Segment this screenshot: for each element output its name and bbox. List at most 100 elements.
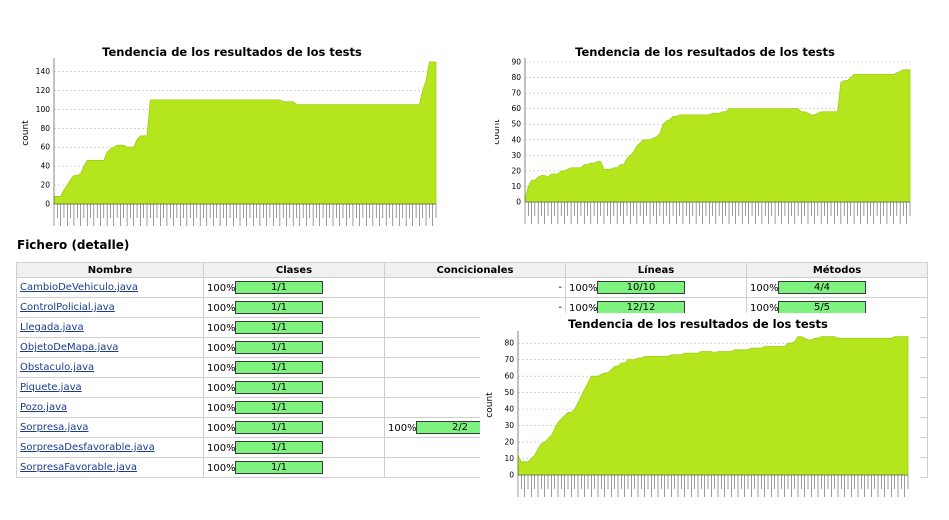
col-header-condicionales: Concicionales — [384, 262, 566, 278]
percent-label: 100% — [207, 322, 236, 334]
trend-chart-1-svg: Tendencia de los resultados de los tests… — [21, 45, 437, 226]
condicionales-cell: - — [384, 277, 566, 298]
coverage-bar: 1/1 — [235, 321, 323, 334]
lineas-cell: 100% 10/10 — [565, 277, 747, 298]
coverage-bar: 1/1 — [235, 341, 323, 354]
file-link[interactable]: CambioDeVehiculo.java — [20, 282, 138, 293]
coverage-bar: 1/1 — [235, 401, 323, 414]
file-name-cell: Piquete.java — [16, 377, 204, 398]
y-tick-label: 80 — [40, 124, 50, 133]
file-link[interactable]: ControlPolicial.java — [20, 302, 115, 313]
coverage-bar: 1/1 — [235, 461, 323, 474]
percent-label: 100% — [207, 362, 236, 374]
series-area — [517, 336, 909, 476]
y-axis-label: count — [21, 120, 31, 146]
y-tick-label: 20 — [504, 438, 514, 447]
percent-label: 100% — [207, 462, 236, 474]
coverage-bar: 1/1 — [235, 441, 323, 454]
file-name-cell: Llegada.java — [16, 317, 204, 338]
file-link[interactable]: ObjetoDeMapa.java — [20, 342, 119, 353]
file-link[interactable]: SorpresaFavorable.java — [20, 462, 137, 473]
section-heading: Fichero (detalle) — [17, 238, 130, 252]
file-name-cell: ControlPolicial.java — [16, 297, 204, 318]
y-tick-label: 70 — [504, 355, 514, 364]
percent-label: 100% — [750, 282, 779, 294]
percent-label: 100% — [388, 422, 417, 434]
file-name-cell: CambioDeVehiculo.java — [16, 277, 204, 298]
percent-label: 100% — [569, 302, 598, 314]
chart-title: Tendencia de los resultados de los tests — [568, 317, 828, 331]
clases-cell: 100% 1/1 — [203, 417, 385, 438]
clases-cell: 100% 1/1 — [203, 297, 385, 318]
col-header-nombre: Nombre — [16, 262, 204, 278]
y-tick-label: 0 — [516, 198, 521, 207]
coverage-bar: 1/1 — [235, 381, 323, 394]
percent-label: 100% — [750, 302, 779, 314]
y-tick-label: 80 — [504, 339, 514, 348]
y-tick-label: 30 — [504, 421, 514, 430]
file-link[interactable]: Pozo.java — [20, 402, 68, 413]
coverage-bar: 1/1 — [235, 301, 323, 314]
clases-cell: 100% 1/1 — [203, 377, 385, 398]
clases-cell: 100% 1/1 — [203, 437, 385, 458]
y-tick-label: 40 — [504, 405, 514, 414]
metodos-cell: 100% 4/4 — [746, 277, 928, 298]
y-tick-label: 20 — [511, 166, 521, 175]
y-tick-label: 120 — [36, 86, 51, 95]
trend-chart-2-svg: Tendencia de los resultados de los tests… — [495, 45, 911, 224]
col-header-lineas: Líneas — [565, 262, 747, 278]
y-tick-label: 80 — [511, 73, 521, 82]
file-link[interactable]: Llegada.java — [20, 322, 84, 333]
y-tick-label: 140 — [36, 67, 51, 76]
table-row: CambioDeVehiculo.java 100% 1/1-100% 10/10 10… — [16, 277, 928, 298]
clases-cell: 100% 1/1 — [203, 357, 385, 378]
y-tick-label: 70 — [511, 89, 521, 98]
clases-cell: 100% 1/1 — [203, 457, 385, 478]
file-link[interactable]: Sorpresa.java — [20, 422, 89, 433]
file-name-cell: Sorpresa.java — [16, 417, 204, 438]
file-name-cell: Pozo.java — [16, 397, 204, 418]
percent-label: 100% — [207, 302, 236, 314]
trend-chart-2: Tendencia de los resultados de los tests… — [495, 40, 920, 230]
y-axis-label: count — [485, 392, 495, 418]
y-tick-label: 40 — [511, 135, 521, 144]
clases-cell: 100% 1/1 — [203, 337, 385, 358]
percent-label: 100% — [207, 442, 236, 454]
trend-chart-3-svg: Tendencia de los resultados de los tests… — [485, 317, 909, 497]
file-link[interactable]: Piquete.java — [20, 382, 82, 393]
y-tick-label: 50 — [504, 388, 514, 397]
chart-title: Tendencia de los resultados de los tests — [102, 45, 362, 59]
trend-chart-3: Tendencia de los resultados de los tests… — [480, 313, 920, 513]
coverage-bar: 10/10 — [597, 281, 685, 294]
clases-cell: 100% 1/1 — [203, 317, 385, 338]
y-tick-label: 0 — [45, 200, 50, 209]
percent-label: 100% — [207, 422, 236, 434]
table-header-row: Nombre Clases Concicionales Líneas Métod… — [16, 262, 928, 278]
y-tick-label: 60 — [40, 143, 50, 152]
y-tick-label: 20 — [40, 181, 50, 190]
percent-label: 100% — [207, 382, 236, 394]
series-area — [524, 69, 911, 203]
percent-label: 100% — [207, 282, 236, 294]
chart-title: Tendencia de los resultados de los tests — [575, 45, 835, 59]
col-header-clases: Clases — [203, 262, 385, 278]
y-tick-label: 30 — [511, 151, 521, 160]
clases-cell: 100% 1/1 — [203, 397, 385, 418]
file-name-cell: SorpresaFavorable.java — [16, 457, 204, 478]
coverage-bar: 1/1 — [235, 421, 323, 434]
coverage-bar: 1/1 — [235, 361, 323, 374]
y-tick-label: 10 — [511, 182, 521, 191]
coverage-bar: 1/1 — [235, 281, 323, 294]
y-tick-label: 0 — [509, 471, 514, 480]
file-link[interactable]: SorpresaDesfavorable.java — [20, 442, 155, 453]
y-axis-label: count — [495, 119, 502, 145]
percent-label: 100% — [207, 402, 236, 414]
y-tick-label: 100 — [36, 105, 51, 114]
clases-cell: 100% 1/1 — [203, 277, 385, 298]
percent-label: 100% — [569, 282, 598, 294]
percent-label: 100% — [207, 342, 236, 354]
coverage-bar: 4/4 — [778, 281, 866, 294]
y-tick-label: 60 — [511, 104, 521, 113]
file-link[interactable]: Obstaculo.java — [20, 362, 95, 373]
y-tick-label: 10 — [504, 454, 514, 463]
